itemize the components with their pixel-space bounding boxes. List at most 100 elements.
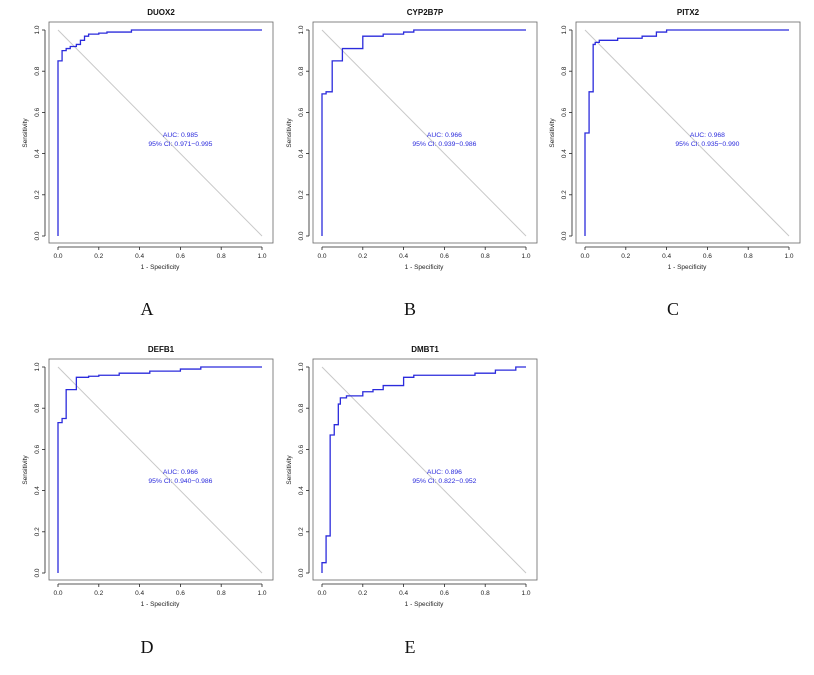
y-tick-label: 0.8 [298, 403, 305, 412]
x-tick-label: 0.0 [580, 253, 589, 260]
x-tick-label: 1.0 [521, 590, 530, 597]
roc-panel-1: DUOX2 0.0 0.2 0.4 0.6 0.8 1.0 1 - Specificity 0.… [22, 8, 274, 271]
x-tick-label: 0.4 [399, 253, 408, 260]
plot-frame [575, 21, 801, 244]
x-axis-label: 1 - Specificity [405, 264, 444, 271]
x-tick-label: 0.0 [317, 590, 326, 597]
x-tick-label: 0.0 [53, 253, 62, 260]
y-tick-label: 0.8 [298, 66, 305, 75]
auc-annotation: AUC: 0.968 [690, 132, 725, 139]
plot-frame [312, 21, 538, 244]
diagonal-reference-line [57, 29, 263, 237]
ci-annotation: 95% CI: 0.935−0.990 [675, 141, 739, 148]
y-tick-label: 0.6 [298, 445, 305, 454]
y-tick-label: 0.8 [34, 66, 41, 75]
ci-annotation: 95% CI: 0.939−0.986 [412, 141, 476, 148]
x-tick-label: 0.6 [703, 253, 712, 260]
roc-curve [321, 366, 526, 573]
y-tick-label: 0.0 [298, 231, 305, 240]
x-tick-label: 0.6 [176, 590, 185, 597]
auc-annotation: AUC: 0.985 [163, 132, 198, 139]
diagonal-reference-line [321, 366, 527, 574]
chart-title: DMBT1 [411, 345, 439, 354]
x-tick-label: 0.0 [53, 590, 62, 597]
y-tick-label: 1.0 [34, 362, 41, 371]
y-tick-label: 0.2 [298, 527, 305, 536]
x-tick-label: 0.8 [217, 590, 226, 597]
auc-annotation: AUC: 0.966 [163, 469, 198, 476]
roc-panel-5: DMBT1 0.0 0.2 0.4 0.6 0.8 1.0 1 - Specificity 0.… [286, 345, 538, 608]
x-tick-label: 0.8 [481, 590, 490, 597]
x-tick-label: 0.0 [317, 253, 326, 260]
roc-curve [57, 29, 262, 236]
y-tick-label: 0.4 [34, 149, 41, 158]
x-tick-label: 0.8 [217, 253, 226, 260]
chart-title: DEFB1 [148, 345, 175, 354]
x-tick-label: 0.6 [440, 253, 449, 260]
y-axis-label: Sensitivity [286, 455, 293, 485]
roc-panel-3: PITX2 0.0 0.2 0.4 0.6 0.8 1.0 1 - Specificity 0.… [549, 8, 801, 271]
roc-panel-4: DEFB1 0.0 0.2 0.4 0.6 0.8 1.0 1 - Specificity 0.… [22, 345, 274, 608]
roc-curve [584, 29, 789, 236]
y-axis-label: Sensitivity [22, 455, 29, 485]
y-tick-label: 0.6 [34, 445, 41, 454]
plot-frame [312, 358, 538, 581]
x-tick-label: 1.0 [784, 253, 793, 260]
chart-title: DUOX2 [147, 8, 175, 17]
diagonal-reference-line [584, 29, 790, 237]
x-tick-label: 0.8 [744, 253, 753, 260]
ci-annotation: 95% CI: 0.940−0.986 [148, 478, 212, 485]
y-tick-label: 0.8 [561, 66, 568, 75]
y-tick-label: 0.6 [561, 108, 568, 117]
x-tick-label: 0.6 [440, 590, 449, 597]
chart-title: CYP2B7P [407, 8, 444, 17]
diagonal-reference-line [57, 366, 263, 574]
y-axis-label: Sensitivity [549, 118, 556, 148]
x-tick-label: 0.6 [176, 253, 185, 260]
x-tick-label: 0.4 [135, 590, 144, 597]
panel-letter-c: C [666, 299, 679, 319]
panel-letter-e: E [404, 637, 416, 657]
y-tick-label: 0.0 [34, 568, 41, 577]
ci-annotation: 95% CI: 0.822−0.952 [412, 478, 476, 485]
auc-annotation: AUC: 0.896 [427, 469, 462, 476]
x-axis-label: 1 - Specificity [141, 264, 180, 271]
panel-letter-b: B [403, 299, 416, 319]
y-tick-label: 0.6 [34, 108, 41, 117]
x-tick-label: 0.2 [358, 253, 367, 260]
y-tick-label: 1.0 [34, 25, 41, 34]
y-axis-label: Sensitivity [22, 118, 29, 148]
x-tick-label: 1.0 [257, 590, 266, 597]
y-tick-label: 0.2 [298, 190, 305, 199]
ci-annotation: 95% CI: 0.971−0.995 [148, 141, 212, 148]
x-axis-label: 1 - Specificity [141, 601, 180, 608]
roc-curve [57, 366, 262, 573]
chart-title: PITX2 [677, 8, 700, 17]
y-tick-label: 0.4 [561, 149, 568, 158]
diagonal-reference-line [321, 29, 527, 237]
y-tick-label: 0.6 [298, 108, 305, 117]
x-tick-label: 1.0 [521, 253, 530, 260]
y-tick-label: 0.4 [298, 486, 305, 495]
y-tick-label: 1.0 [298, 25, 305, 34]
x-tick-label: 0.4 [399, 590, 408, 597]
roc-panel-2: CYP2B7P 0.0 0.2 0.4 0.6 0.8 1.0 1 - Specificity… [286, 8, 538, 271]
y-tick-label: 0.2 [34, 527, 41, 536]
plot-frame [48, 21, 274, 244]
y-tick-label: 0.4 [298, 149, 305, 158]
roc-curve [321, 29, 526, 236]
y-tick-label: 0.0 [561, 231, 568, 240]
x-axis-label: 1 - Specificity [668, 264, 707, 271]
y-tick-label: 0.0 [34, 231, 41, 240]
y-tick-label: 0.4 [34, 486, 41, 495]
panel-letter-a: A [140, 299, 154, 319]
y-tick-label: 0.8 [34, 403, 41, 412]
y-tick-label: 1.0 [298, 362, 305, 371]
x-tick-label: 0.4 [662, 253, 671, 260]
auc-annotation: AUC: 0.966 [427, 132, 462, 139]
x-tick-label: 0.2 [621, 253, 630, 260]
x-tick-label: 0.4 [135, 253, 144, 260]
plot-frame [48, 358, 274, 581]
